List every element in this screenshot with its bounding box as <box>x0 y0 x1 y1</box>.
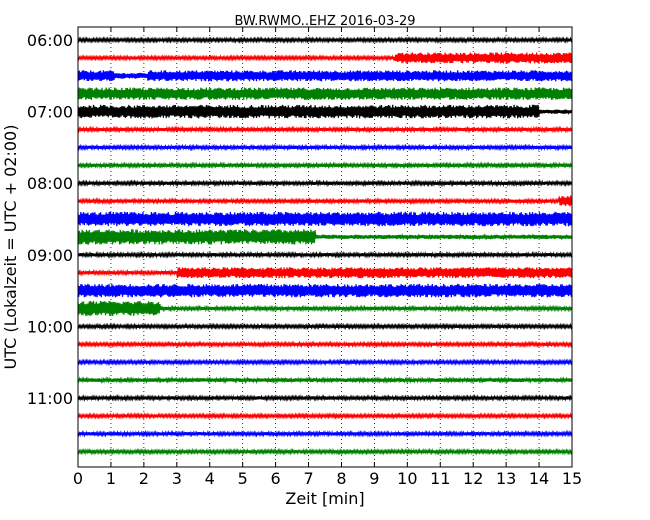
x-tick-label: 7 <box>303 469 313 488</box>
trace-0600 <box>77 36 573 44</box>
x-tick-label: 1 <box>106 469 116 488</box>
y-tick-label: 07:00 <box>27 103 73 122</box>
trace-0730 <box>77 143 573 152</box>
plot-frame <box>77 26 573 468</box>
trace-0630 <box>77 70 573 82</box>
x-tick-label: 5 <box>238 469 248 488</box>
trace-0645 <box>77 87 573 100</box>
trace-1015 <box>77 340 573 349</box>
x-axis-label: Zeit [min] <box>285 489 364 508</box>
y-tick-label: 08:00 <box>27 174 73 193</box>
y-tick-label: 10:00 <box>27 317 73 336</box>
y-tick-label: 06:00 <box>27 31 73 50</box>
x-tick-label: 3 <box>172 469 182 488</box>
y-tick-label: 11:00 <box>27 389 73 408</box>
chart-title: BW.RWMO..EHZ 2016-03-29 <box>234 14 415 29</box>
trace-1130 <box>77 429 573 438</box>
x-tick-label: 2 <box>139 469 149 488</box>
x-tick-label: 8 <box>336 469 346 488</box>
trace-0715 <box>77 125 573 134</box>
trace-0915 <box>77 267 573 279</box>
y-tick-label: 09:00 <box>27 246 73 265</box>
x-tick-label: 10 <box>397 469 417 488</box>
trace-0945 <box>77 300 573 317</box>
grid <box>110 27 540 467</box>
trace-0815 <box>77 195 573 207</box>
x-tick-label: 15 <box>562 469 582 488</box>
x-tick-label: 13 <box>496 469 516 488</box>
trace-0830 <box>77 211 573 227</box>
trace-0800 <box>77 179 573 188</box>
trace-0900 <box>77 250 573 259</box>
x-tick-label: 0 <box>73 469 83 488</box>
trace-0615 <box>77 52 573 64</box>
trace-group <box>77 36 573 456</box>
x-axis: 0 1 2 3 4 5 6 7 8 9 10 11 12 13 14 15 <box>73 27 582 488</box>
trace-1045 <box>77 376 573 385</box>
x-tick-label: 9 <box>369 469 379 488</box>
trace-1030 <box>77 358 573 367</box>
x-tick-label: 6 <box>271 469 281 488</box>
trace-1145 <box>77 447 573 456</box>
trace-0700 <box>77 104 573 119</box>
y-axis-label: UTC (Lokalzeit = UTC + 02:00) <box>1 125 20 370</box>
x-tick-label: 4 <box>205 469 215 488</box>
trace-0930 <box>77 283 573 298</box>
trace-1115 <box>77 412 573 420</box>
x-tick-label: 14 <box>529 469 549 488</box>
trace-0845 <box>77 229 573 245</box>
trace-1100 <box>77 393 573 402</box>
trace-1000 <box>77 322 573 331</box>
x-tick-label: 12 <box>463 469 483 488</box>
y-axis: 06:00 07:00 08:00 09:00 10:00 11:00 <box>27 31 572 408</box>
trace-0745 <box>77 161 573 170</box>
x-tick-label: 11 <box>430 469 450 488</box>
